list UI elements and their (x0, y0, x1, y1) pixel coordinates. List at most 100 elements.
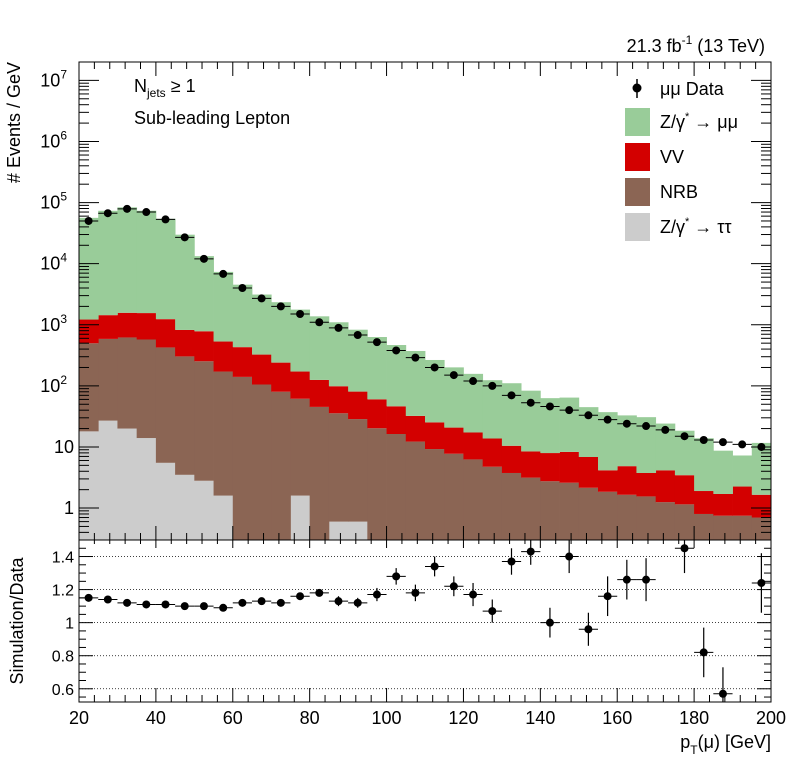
ratio-point-4 (161, 600, 170, 609)
bar-2-1 (98, 315, 118, 339)
bar-2-2 (117, 312, 138, 338)
bar-3-34 (732, 455, 753, 487)
data-point-26 (584, 411, 593, 420)
bar-1-8 (232, 376, 253, 540)
bar-3-31 (674, 430, 695, 476)
data-point-24 (545, 402, 554, 411)
data-point-25 (565, 406, 574, 415)
bar-3-6 (194, 256, 214, 332)
legend-swatch-vv (625, 143, 650, 171)
data-point-12 (315, 318, 324, 327)
data-point-2 (123, 204, 132, 213)
ratio-point-1 (103, 595, 112, 604)
x-tick-label: 40 (146, 708, 166, 728)
bar-1-0 (79, 343, 99, 432)
data-point-21 (488, 381, 497, 390)
legend-swatch-nrb (625, 178, 650, 206)
legend-label-zmm: Z/γ* → μμ (660, 111, 738, 132)
data-point-7 (219, 269, 228, 278)
stacked-histogram (79, 207, 772, 540)
ratio-point-10 (276, 598, 285, 607)
bar-2-14 (348, 391, 368, 420)
data-point-23 (526, 398, 535, 407)
x-tick-label: 60 (223, 708, 243, 728)
y-tick-label-upper: 102 (40, 373, 67, 396)
bar-1-27 (598, 491, 618, 540)
bar-1-13 (328, 413, 349, 522)
bar-1-22 (501, 472, 522, 540)
data-point-27 (603, 415, 612, 424)
y-tick-label-upper: 106 (40, 128, 67, 151)
ratio-point-18 (430, 562, 439, 571)
data-point-19 (449, 371, 458, 380)
bar-0-7 (213, 495, 234, 540)
bar-3-19 (444, 367, 464, 428)
data-point-4 (161, 215, 170, 224)
data-point-28 (622, 419, 631, 428)
bar-1-35 (751, 517, 772, 540)
y-tick-label-upper: 103 (40, 312, 67, 335)
data-point-33 (718, 438, 727, 447)
ratio-point-13 (334, 597, 343, 606)
bar-3-9 (252, 294, 272, 355)
bar-2-21 (482, 438, 503, 467)
data-point-6 (199, 254, 208, 263)
bar-2-23 (521, 451, 541, 478)
bar-3-26 (578, 407, 599, 457)
bar-3-16 (386, 345, 407, 407)
bar-1-18 (425, 449, 445, 540)
bar-3-12 (309, 316, 330, 380)
bar-0-14 (348, 521, 368, 540)
bar-1-7 (213, 371, 234, 496)
x-tick-label: 100 (372, 708, 402, 728)
bar-2-9 (252, 354, 272, 385)
data-point-8 (238, 283, 247, 292)
x-tick-label: 200 (756, 708, 786, 728)
bar-2-32 (694, 491, 714, 514)
data-point-3 (142, 208, 151, 217)
bar-2-15 (367, 399, 387, 429)
x-tick-label: 20 (69, 708, 89, 728)
data-point-14 (353, 331, 362, 340)
data-point-32 (699, 435, 708, 444)
bar-0-2 (117, 428, 138, 540)
bar-2-26 (578, 457, 599, 488)
legend-swatch-zmm (625, 108, 650, 136)
lower-axis-ticks: 20 40 60 80 100 120 140 160 180 200 0.6 0.8 1 1.2 1.4 (52, 540, 786, 728)
bar-3-5 (175, 234, 195, 330)
bar-1-14 (348, 419, 368, 522)
ratio-point-15 (372, 590, 381, 599)
ratio-point-22 (507, 557, 516, 566)
data-point-10 (276, 302, 285, 311)
bar-1-24 (540, 481, 560, 540)
bar-0-6 (194, 480, 214, 540)
bar-1-34 (732, 515, 753, 540)
x-tick-label: 180 (679, 708, 709, 728)
lower-panel: 20 40 60 80 100 120 140 160 180 2000.60.811.21.4 … (7, 539, 786, 757)
y-tick-label-lower: 1 (65, 616, 74, 633)
bar-0-4 (155, 462, 176, 540)
ratio-point-21 (488, 607, 497, 616)
upper-panel: 1 10 102 103 104 105 106 107 # Events / GeV 21.… (4, 33, 772, 541)
ratio-point-20 (469, 590, 478, 599)
data-point-30 (661, 425, 670, 434)
bar-2-16 (386, 406, 407, 434)
bar-2-27 (598, 470, 618, 492)
bar-1-2 (117, 337, 138, 429)
bar-3-3 (136, 210, 157, 314)
ratio-point-17 (411, 588, 420, 597)
bar-3-1 (98, 210, 118, 316)
data-point-1 (103, 209, 112, 218)
data-point-34 (738, 440, 747, 449)
bar-1-21 (482, 466, 503, 540)
x-tick-label: 120 (448, 708, 478, 728)
ratio-point-11 (296, 592, 305, 601)
bar-1-9 (252, 384, 272, 540)
legend-label-vv: VV (660, 147, 684, 167)
bar-2-28 (617, 466, 637, 495)
legend-entry-data: μμ Data (632, 79, 725, 99)
ratio-point-12 (315, 588, 324, 597)
legend-entry-ztt: Z/γ* → ττ (625, 213, 732, 241)
ratio-point-6 (199, 602, 208, 611)
